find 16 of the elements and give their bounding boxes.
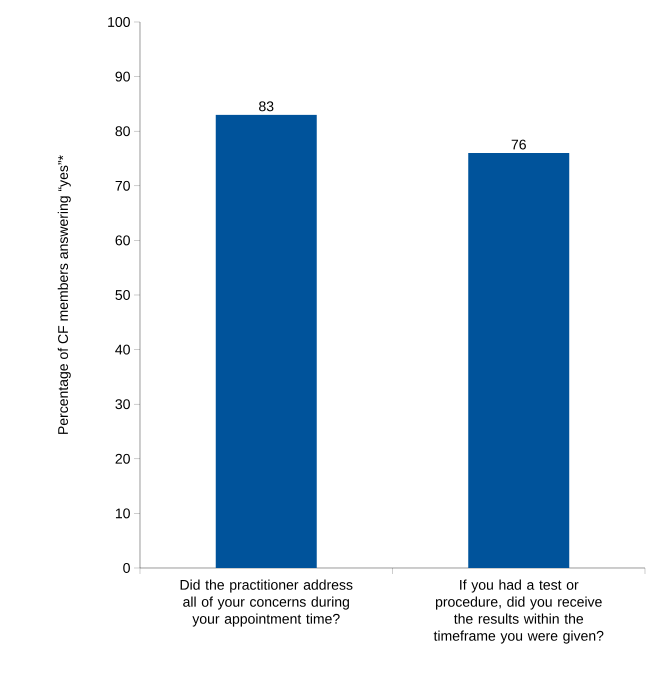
- y-tick-label: 10: [116, 508, 130, 518]
- y-axis-title: Percentage of CF members answering “yes”*: [58, 155, 71, 434]
- data-label: 76: [512, 140, 526, 150]
- y-tick-label: 50: [115, 290, 130, 300]
- y-tick-label: 80: [116, 126, 130, 136]
- y-tick-label: 70: [116, 180, 130, 191]
- x-tick-label: If you had a test or procedure, did you receive the results within the timeframe you were given?: [434, 580, 604, 644]
- y-tick-label: 20: [116, 454, 130, 464]
- y-tick-label: 40: [115, 344, 130, 355]
- x-tick-label: Did the practitioner address all of your concerns during your appointment time?: [180, 580, 352, 627]
- y-tick-label: 60: [116, 235, 130, 246]
- y-tick-label: 90: [116, 72, 130, 82]
- data-label: 83: [259, 101, 274, 112]
- y-tick-label: 0: [123, 563, 130, 573]
- y-tick-label: 100: [108, 17, 130, 27]
- y-tick-label: 30: [115, 399, 130, 410]
